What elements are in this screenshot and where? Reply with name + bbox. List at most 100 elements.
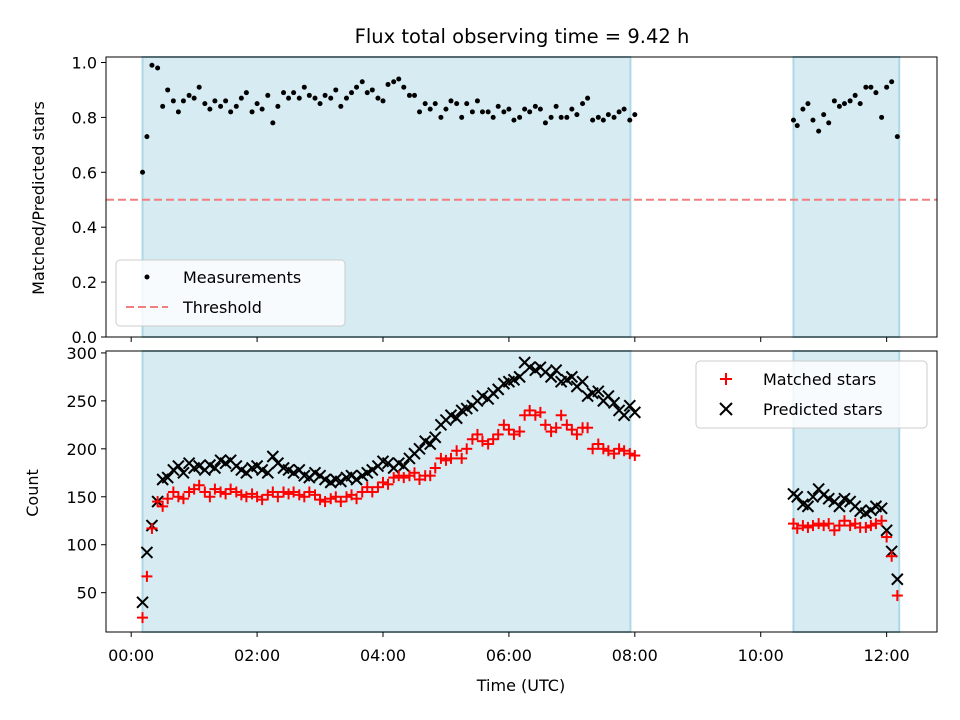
predicted-star-point: [592, 385, 605, 398]
measurement-point: [863, 84, 869, 90]
predicted-marker-stroke: [791, 490, 804, 503]
predicted-star-point: [424, 437, 437, 451]
matched-star-point: [571, 428, 583, 440]
matched-star-point: [325, 493, 337, 505]
predicted-marker-stroke: [801, 500, 815, 513]
predicted-marker-stroke: [838, 492, 851, 505]
y-tick-label: 0.0: [72, 328, 97, 347]
measurement-point: [517, 114, 523, 120]
measurement-point: [841, 101, 847, 107]
measurement-point: [800, 106, 806, 112]
predicted-marker-stroke: [513, 370, 526, 384]
count-y-ticks: 50 100 150 200 250 300: [66, 344, 106, 603]
measurement-point: [175, 109, 181, 115]
measurement-point: [527, 109, 533, 115]
count-y-axis-label: Count: [23, 469, 42, 517]
predicted-marker-stroke: [329, 473, 342, 486]
measurement-point: [616, 109, 622, 115]
predicted-star-point: [334, 475, 348, 488]
predicted-marker-stroke: [318, 473, 332, 486]
predicted-star-point: [172, 459, 185, 473]
measurement-point: [417, 109, 423, 115]
measurement-point: [265, 92, 271, 98]
predicted-star-point: [628, 406, 642, 419]
predicted-marker-stroke: [298, 469, 311, 482]
measurement-point: [165, 87, 171, 93]
measurement-point: [532, 103, 538, 109]
count-axes-frame: [105, 350, 938, 633]
measurement-point: [564, 114, 570, 120]
matched-star-point: [482, 438, 494, 450]
predicted-marker-stroke: [875, 502, 888, 515]
x-tick-label: 02:00: [234, 646, 280, 665]
matched-star-point: [534, 406, 546, 418]
matched-star-point: [388, 472, 400, 484]
predicted-marker-stroke: [177, 466, 190, 480]
measurement-point: [385, 81, 391, 87]
measurement-point: [401, 84, 407, 90]
predicted-star-point: [791, 490, 804, 503]
measurement-point: [328, 95, 334, 101]
predicted-marker-stroke: [565, 370, 579, 384]
matched-star-point: [309, 489, 321, 501]
matched-star-point: [618, 445, 630, 457]
measurement-point: [605, 112, 611, 118]
measurement-point: [621, 106, 627, 112]
measurement-point: [396, 76, 402, 82]
matched-star-point: [393, 470, 405, 482]
predicted-star-point: [806, 490, 820, 503]
matched-star-point: [624, 448, 636, 460]
predicted-marker-stroke: [172, 459, 185, 473]
matched-star-point: [372, 481, 384, 493]
matched-star-point: [870, 518, 882, 530]
measurement-point: [281, 90, 287, 96]
predicted-marker-stroke: [235, 463, 248, 477]
measurement-point: [884, 84, 890, 90]
matched-star-point: [414, 474, 426, 486]
matched-star-point: [398, 472, 410, 484]
y-tick-label: 0.6: [72, 163, 97, 182]
x-tick-label: 10:00: [738, 646, 784, 665]
matched-star-point: [833, 520, 845, 532]
measurement-point: [359, 79, 365, 85]
predicted-marker-stroke: [576, 375, 589, 388]
predicted-marker-stroke: [592, 385, 605, 398]
predicted-marker-stroke: [523, 361, 536, 374]
predicted-marker-stroke: [796, 498, 810, 511]
count-legend-box: [695, 360, 928, 429]
measurement-point: [852, 92, 858, 98]
matched-star-point: [550, 422, 562, 434]
predicted-marker-stroke: [544, 370, 558, 384]
matched-star-point: [891, 590, 903, 602]
measurement-point: [223, 98, 229, 104]
measurement-point: [301, 84, 307, 90]
measurement-point: [296, 95, 302, 101]
predicted-marker-stroke: [822, 492, 835, 505]
predicted-star-point: [607, 396, 621, 409]
measurement-point: [889, 79, 895, 85]
measurement-point: [380, 98, 386, 104]
matched-star-point: [813, 518, 825, 530]
measurement-point: [422, 101, 428, 107]
x-tick-label: 12:00: [864, 646, 910, 665]
measurement-point: [831, 98, 837, 104]
matched-star-point: [220, 488, 232, 500]
observing-span-2: [792, 56, 901, 338]
predicted-marker-stroke: [869, 500, 883, 513]
legend-matched-marker: [720, 373, 732, 385]
matched-star-point: [356, 486, 368, 498]
measurement-point: [228, 109, 234, 115]
measurement-point: [448, 98, 454, 104]
matched-star-point: [828, 524, 840, 536]
predicted-star-point: [544, 370, 558, 384]
predicted-marker-stroke: [161, 471, 174, 484]
measurement-point: [810, 117, 816, 123]
predicted-star-point: [161, 471, 174, 484]
matched-star-point: [408, 467, 420, 479]
measurement-point: [144, 134, 150, 140]
x-tick-label: 00:00: [108, 646, 154, 665]
matched-star-point: [860, 521, 872, 533]
x-tick-label: 08:00: [612, 646, 658, 665]
matched-star-point: [193, 479, 205, 491]
